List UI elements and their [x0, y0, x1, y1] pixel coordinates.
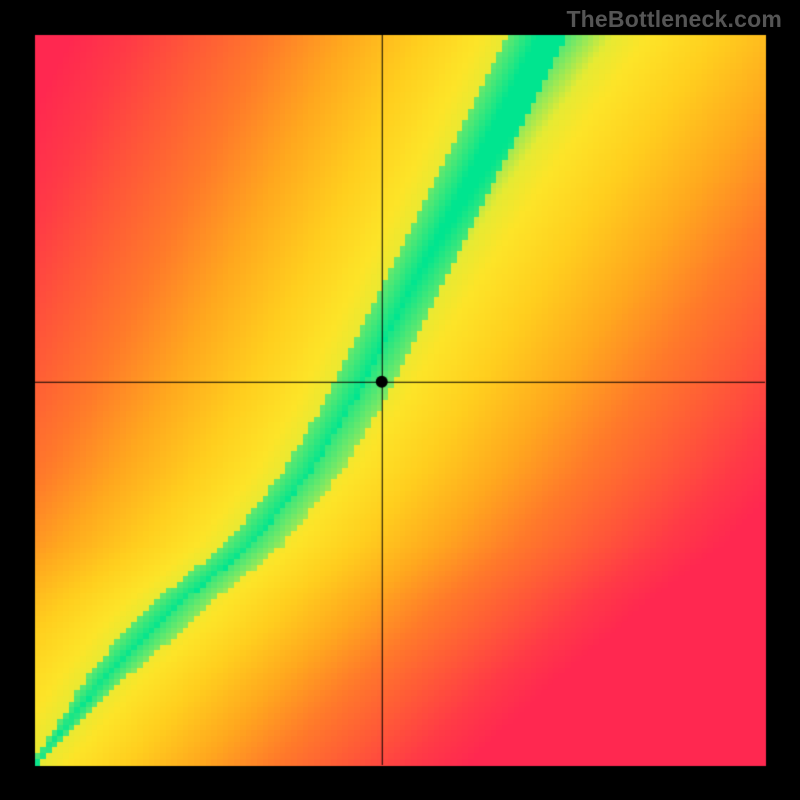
bottleneck-heatmap	[0, 0, 800, 800]
attribution-text: TheBottleneck.com	[566, 6, 782, 33]
